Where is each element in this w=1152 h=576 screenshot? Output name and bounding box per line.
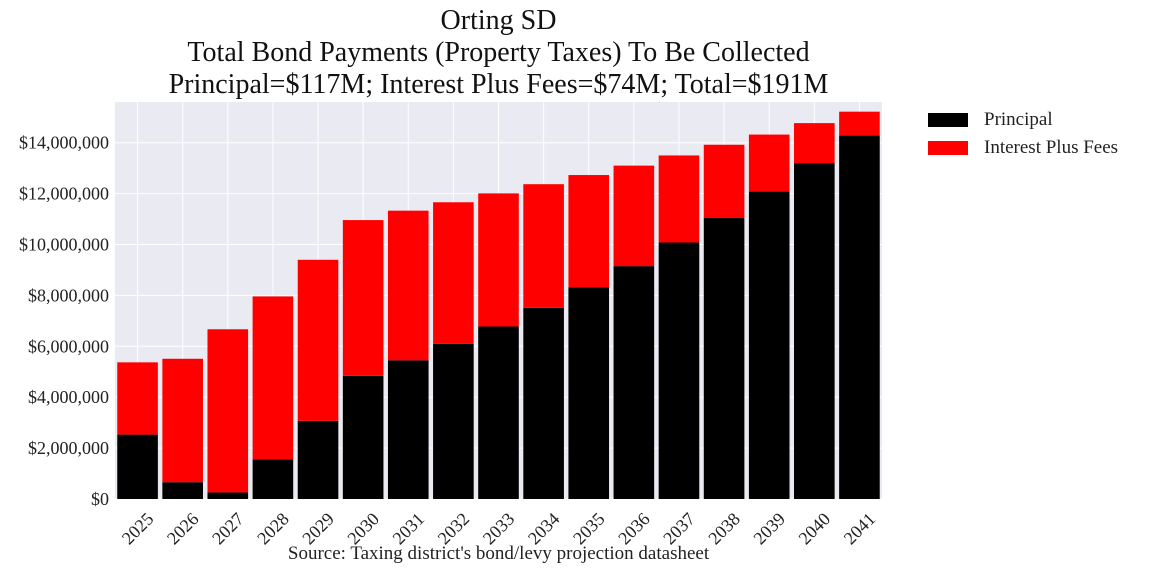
legend-swatch-interest [928, 141, 968, 155]
bar-interest-2026 [162, 358, 203, 483]
bar-principal-2036 [613, 266, 655, 499]
bar-principal-2035 [568, 287, 610, 499]
legend-swatch-principal [928, 113, 968, 127]
y-tick-label-6: $12,000,000 [19, 184, 109, 204]
bar-interest-2040 [794, 123, 835, 164]
bar-interest-2029 [297, 259, 339, 421]
y-tick-label-3: $6,000,000 [28, 336, 109, 356]
legend-item-interest: Interest Plus Fees [928, 134, 1118, 162]
bar-interest-2028 [252, 296, 294, 460]
bar-interest-2032 [433, 202, 474, 344]
x-axis-label: Source: Taxing district's bond/levy proj… [287, 543, 710, 564]
y-tick-label-5: $10,000,000 [19, 235, 109, 255]
bar-principal-2025 [117, 434, 158, 499]
bar-interest-2031 [387, 210, 429, 361]
chart-title-line-1: Orting SD [440, 5, 557, 36]
y-tick-label-1: $2,000,000 [28, 438, 109, 458]
y-tick-label-0: $0 [91, 489, 109, 509]
bar-principal-2037 [658, 242, 700, 499]
bar-interest-2033 [478, 193, 519, 327]
bar-principal-2033 [478, 326, 519, 499]
bar-interest-2037 [658, 155, 700, 243]
y-tick-label-4: $8,000,000 [28, 285, 109, 305]
bar-interest-2039 [748, 134, 790, 192]
bar-principal-2027 [207, 492, 249, 499]
chart-title-line-2: Total Bond Payments (Property Taxes) To … [187, 37, 810, 68]
bar-principal-2039 [748, 191, 790, 500]
bar-interest-2025 [117, 362, 158, 435]
bar-principal-2041 [839, 135, 880, 500]
bar-principal-2031 [387, 360, 429, 499]
y-tick-label-2: $4,000,000 [28, 387, 109, 407]
legend-item-principal: Principal [928, 106, 1118, 134]
bar-interest-2035 [568, 175, 610, 288]
bar-principal-2028 [252, 459, 294, 499]
legend-label-principal: Principal [984, 109, 1053, 130]
bar-principal-2038 [703, 218, 745, 500]
legend-label-interest: Interest Plus Fees [984, 137, 1119, 158]
y-axis-ticks: $0 $2,000,000 $4,000,000 $6,000,000 $8,000,0… [19, 133, 109, 509]
bar-interest-2038 [703, 144, 745, 219]
bar-interest-2027 [207, 329, 249, 493]
bar-interest-2041 [839, 111, 880, 136]
bar-principal-2026 [162, 482, 203, 499]
bar-interest-2034 [523, 184, 564, 308]
bars [117, 111, 880, 500]
bar-interest-2036 [613, 165, 655, 267]
bar-principal-2029 [297, 420, 339, 499]
legend: Principal Interest Plus Fees [928, 106, 1118, 162]
bar-interest-2030 [342, 220, 384, 376]
bar-principal-2032 [433, 343, 474, 499]
bar-principal-2034 [523, 307, 564, 499]
y-tick-label-7: $14,000,000 [19, 133, 109, 153]
chart-title-line-3: Principal=$117M; Interest Plus Fees=$74M… [168, 69, 829, 100]
bar-principal-2030 [342, 375, 384, 499]
bar-principal-2040 [794, 163, 835, 500]
